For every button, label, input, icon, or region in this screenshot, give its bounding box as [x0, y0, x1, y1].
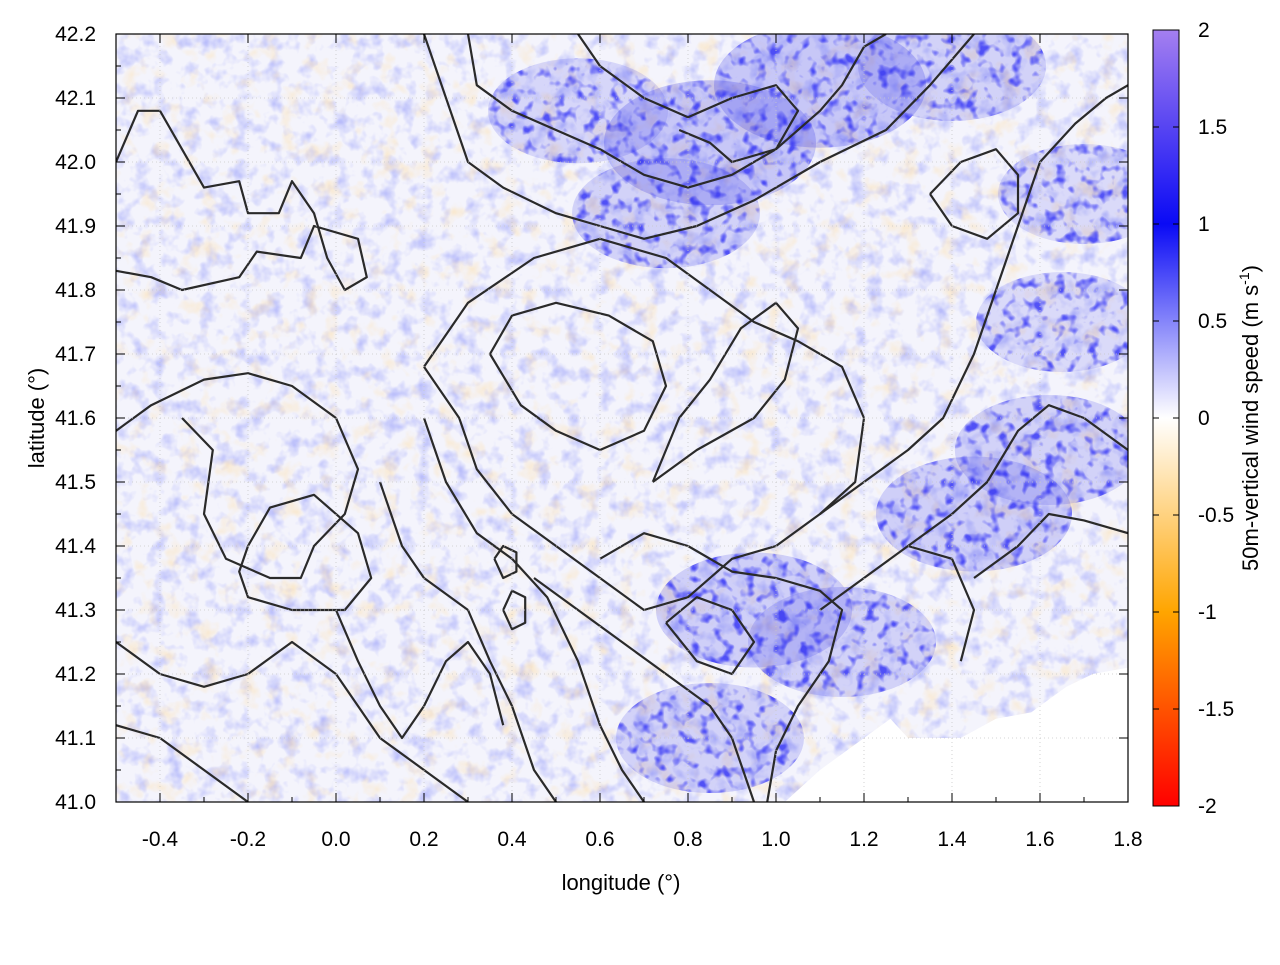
x-tick-label: 1.4	[937, 828, 967, 851]
y-tick-label: 41.5	[55, 471, 96, 494]
y-tick-label: 42.1	[55, 87, 96, 110]
y-axis-title: latitude (°)	[24, 368, 49, 469]
contour-line	[378, 481, 557, 802]
contour-line	[502, 589, 527, 631]
contour-line	[423, 237, 866, 612]
contour-line	[819, 544, 976, 662]
x-tick-label: 1.6	[1025, 828, 1054, 851]
colorbar-title-main: 50m-vertical wind speed (m s	[1238, 285, 1263, 571]
y-tick-label: 42.2	[55, 23, 96, 46]
x-tick-label: 0.8	[673, 828, 702, 851]
x-tick-label: -0.4	[142, 828, 179, 851]
colorbar-ticks	[1153, 29, 1179, 807]
colorbar-tick-label: -0.5	[1198, 504, 1234, 527]
x-tick-label: 0.4	[497, 828, 527, 851]
hotspot-blob	[488, 58, 668, 164]
hotspot-blob	[858, 34, 1046, 121]
hotspot-blob	[572, 158, 760, 269]
x-tick-labels: -0.4 -0.2 0.0 0.2 0.4 0.6 0.8 1.0 1.2 1.4 1.6 1.8	[142, 828, 1143, 851]
colorbar-title-sup: -1	[1236, 272, 1252, 285]
contour-line	[422, 417, 645, 802]
colorbar-tick-label: 1.5	[1198, 116, 1227, 139]
contour-line	[116, 109, 368, 292]
y-tick-label: 42.0	[55, 151, 96, 174]
hotspot-blob	[748, 587, 936, 697]
contour-line	[929, 148, 1020, 240]
hotspot-blob	[876, 456, 1072, 572]
contour-line	[116, 640, 469, 802]
colorbar-title: 50m-vertical wind speed (m s-1)	[1236, 265, 1263, 571]
contour-line	[116, 372, 360, 580]
x-tick-label: 1.8	[1113, 828, 1142, 851]
contour-line	[489, 301, 668, 452]
colorbar-tick-label: -2	[1198, 795, 1217, 818]
hotspot-blob	[954, 395, 1128, 505]
heatmap-field	[116, 34, 1128, 802]
x-axis-title: longitude (°)	[562, 870, 681, 895]
y-tick-label: 41.9	[55, 215, 96, 238]
colorbar-title-end: )	[1238, 265, 1263, 272]
sea-mask	[784, 667, 1128, 802]
contour-line	[665, 596, 756, 676]
y-tick-labels: 41.0 41.1 41.2 41.3 41.4 41.5 41.6 41.7 41.8 41.9…	[55, 23, 96, 814]
x-tick-label: 1.0	[761, 828, 790, 851]
colorbar-tick-label: 2	[1198, 19, 1210, 42]
grid	[116, 34, 1128, 802]
contour-line	[577, 34, 800, 164]
colorbar-tick-label: 1	[1198, 213, 1210, 236]
y-tick-label: 41.8	[55, 279, 96, 302]
y-tick-label: 41.0	[55, 791, 96, 814]
x-tick-label: 1.2	[849, 828, 878, 851]
x-tick-label: 0.0	[321, 828, 350, 851]
tick-marks	[115, 33, 1129, 803]
colorbar-tick-label: 0	[1198, 407, 1210, 430]
x-tick-label: 0.6	[585, 828, 614, 851]
contour-line	[238, 493, 373, 612]
hotspot-blob	[998, 144, 1128, 244]
x-tick-label: 0.2	[409, 828, 438, 851]
colorbar: 2 1.5 1 0.5 0 -0.5 -1 -1.5 -2 50m-vertical wind …	[1152, 19, 1263, 818]
hotspot-blob	[976, 272, 1128, 372]
colorbar-tick-label: -1.5	[1198, 698, 1234, 721]
hotspot-blob	[714, 34, 926, 148]
y-tick-label: 41.2	[55, 663, 96, 686]
contour-line	[973, 512, 1128, 579]
colorbar-tick-label: 0.5	[1198, 310, 1227, 333]
y-tick-label: 41.3	[55, 599, 96, 622]
y-tick-label: 41.7	[55, 343, 96, 366]
contour-line	[599, 532, 844, 802]
hotspot-blob	[616, 683, 804, 793]
colorbar-tick-labels: 2 1.5 1 0.5 0 -0.5 -1 -1.5 -2	[1198, 19, 1234, 818]
x-tick-label: -0.2	[230, 828, 266, 851]
contour-line	[493, 544, 518, 580]
contour-line	[116, 724, 249, 802]
contour-line	[651, 301, 800, 483]
y-tick-label: 41.4	[55, 535, 96, 558]
y-tick-label: 41.6	[55, 407, 96, 430]
y-tick-label: 41.1	[55, 727, 96, 750]
colorbar-tick-label: -1	[1198, 601, 1217, 624]
